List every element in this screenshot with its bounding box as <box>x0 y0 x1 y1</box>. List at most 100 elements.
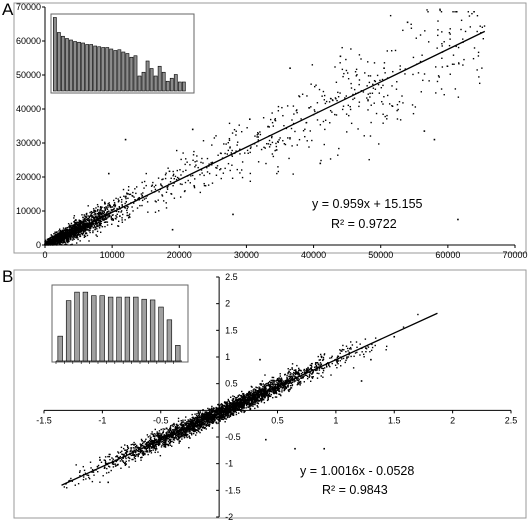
panel-b-point <box>202 413 205 416</box>
panel-b-point <box>296 372 299 375</box>
panel-a-point <box>424 30 426 32</box>
panel-a-point <box>449 33 451 35</box>
panel-b-point <box>291 384 294 386</box>
panel-b-point <box>166 431 168 433</box>
panel-b-point <box>274 383 277 386</box>
panel-a-point <box>374 88 377 90</box>
panel-a-y-tick-label: 10000 <box>16 206 41 216</box>
panel-b-point <box>191 417 193 419</box>
panel-a-point <box>382 122 384 124</box>
panel-a-point <box>56 240 58 242</box>
panel-a-point <box>65 243 67 245</box>
panel-a-point <box>85 220 87 223</box>
panel-b-point <box>158 434 161 436</box>
panel-a-point <box>457 46 460 49</box>
panel-a-point <box>79 229 82 232</box>
panel-b-point <box>125 463 127 465</box>
panel-a-point <box>341 108 344 111</box>
panel-b-point <box>252 405 254 407</box>
panel-b-point <box>71 480 74 482</box>
panel-b-point <box>222 407 225 410</box>
panel-a-point <box>367 75 370 77</box>
panel-a-point <box>131 195 133 197</box>
panel-b-point <box>150 450 153 452</box>
panel-a-point <box>87 205 89 207</box>
panel-a-point <box>228 122 231 125</box>
panel-b-point <box>310 368 313 371</box>
panel-a-point <box>104 202 106 204</box>
panel-a-point <box>98 216 101 218</box>
panel-a-point <box>106 207 108 210</box>
panel-a-point <box>44 241 47 244</box>
panel-b-point <box>156 443 158 446</box>
panel-b-point <box>371 346 374 349</box>
panel-b-point <box>215 411 217 414</box>
panel-b-point <box>250 394 252 396</box>
panel-a-point <box>271 135 273 138</box>
panel-a-point <box>289 138 291 140</box>
panel-b-point <box>218 408 220 411</box>
panel-b-point <box>207 420 210 422</box>
panel-a-point <box>96 216 99 219</box>
panel-a-point <box>49 240 51 242</box>
panel-b-point <box>287 385 289 388</box>
panel-a-point <box>79 222 81 224</box>
panel-a-point <box>443 41 445 43</box>
panel-b-point <box>251 393 254 395</box>
panel-a-point <box>90 213 93 215</box>
panel-b-point <box>194 429 197 432</box>
panel-a-point <box>53 233 55 235</box>
panel-a-point <box>201 157 203 160</box>
panel-b-point <box>258 389 260 392</box>
panel-b-point <box>149 450 151 452</box>
panel-a-point <box>161 185 163 187</box>
panel-a-point <box>238 124 240 126</box>
panel-b-point <box>201 414 203 416</box>
panel-a-point <box>77 229 79 232</box>
panel-a-point <box>100 213 103 216</box>
panel-a-point <box>65 235 67 237</box>
panel-a-point <box>135 186 138 188</box>
panel-a-point <box>481 26 484 29</box>
panel-b-point <box>257 393 259 396</box>
panel-b-point <box>178 434 180 437</box>
panel-b-point <box>181 438 183 440</box>
panel-a-x-tick-label: 0 <box>42 250 47 260</box>
panel-b-point <box>144 440 146 442</box>
panel-a-point <box>61 236 63 239</box>
panel-b-point <box>141 449 143 452</box>
panel-b-point <box>190 429 193 431</box>
panel-a-point <box>122 188 125 191</box>
panel-b-point <box>364 338 367 340</box>
panel-a-point <box>59 239 61 242</box>
panel-a-point <box>84 232 87 234</box>
panel-a-point <box>421 54 423 56</box>
panel-a-point <box>330 97 332 100</box>
panel-b-point <box>107 465 110 467</box>
panel-b-y-tick-label: -2 <box>225 512 233 520</box>
panel-a-point <box>372 83 374 86</box>
panel-b-point <box>245 403 248 405</box>
panel-b-point <box>207 421 210 423</box>
panel-b-point <box>159 436 162 438</box>
panel-b-point <box>280 377 283 379</box>
panel-b-point <box>246 393 248 395</box>
panel-a-point <box>99 231 102 233</box>
panel-a-point <box>358 79 361 81</box>
panel-b-point <box>201 413 203 415</box>
panel-b-point <box>200 415 202 417</box>
panel-a-point <box>179 169 181 171</box>
panel-b-point <box>192 417 195 419</box>
panel-a-point <box>274 119 276 121</box>
panel-a-point <box>339 62 341 64</box>
panel-a-point <box>52 235 54 238</box>
panel-b-point <box>220 413 223 416</box>
panel-b-point <box>233 409 235 411</box>
panel-b-point <box>217 422 220 424</box>
panel-b-point <box>260 384 263 386</box>
panel-b-point <box>312 376 314 378</box>
panel-a-point <box>277 166 279 168</box>
panel-a-point <box>383 96 385 98</box>
panel-a-point <box>118 206 121 208</box>
panel-b-point <box>250 392 252 394</box>
